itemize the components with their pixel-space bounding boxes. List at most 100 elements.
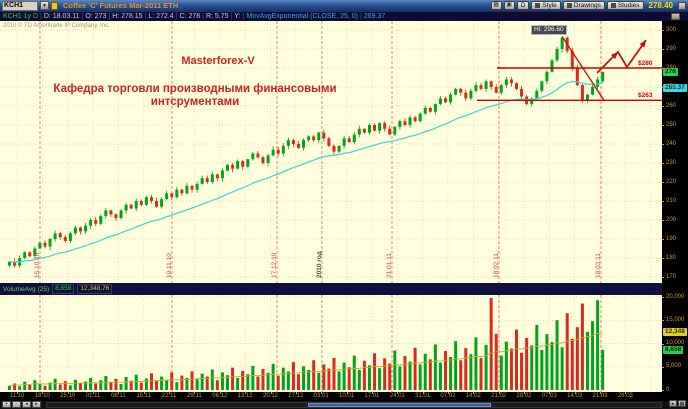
axis-tick <box>169 392 171 394</box>
chart-date-label: 17.12.10 <box>271 252 278 278</box>
axis-tick <box>371 392 373 394</box>
ohlc-field: C: 278 <box>179 13 201 20</box>
tile-windows-icon[interactable]: ▦ <box>490 1 502 10</box>
date-axis[interactable]: 11.10 18.10 25.10 01.11 08.11 15.11 22.11 29.11… <box>0 392 662 401</box>
volume-axis[interactable]: 12,348 8,658 20,000 15,000 10,000 5,000 0 <box>662 294 688 393</box>
separator: | <box>108 13 111 20</box>
volume-tick-label: 10,000 <box>666 340 685 346</box>
axis-tick <box>321 392 323 394</box>
separator: | <box>202 13 204 20</box>
high-price-label: Hi: 296.60 <box>531 25 567 35</box>
ohlc-field: MovAvgExponential (CLOSE, 25, 0) <box>246 13 358 20</box>
ohlc-field: 269.37 <box>363 13 386 20</box>
price-tick-label: 170 <box>666 273 677 280</box>
axis-tick <box>625 392 627 394</box>
style-button[interactable]: Style <box>531 1 561 10</box>
chart-titlebar: ▼ Coffee 'C' Futures Mar-2011 ETH ▦ ▣ D … <box>0 0 688 11</box>
timeframe-button[interactable]: D <box>516 1 530 10</box>
date-tick-label: 28.03 <box>617 393 633 399</box>
style-label: Style <box>542 2 557 9</box>
separator: | <box>81 13 84 20</box>
pencil-icon <box>566 3 572 8</box>
pan-left-button[interactable]: ◂ <box>22 401 31 408</box>
axis-tick <box>662 68 664 69</box>
axis-tick <box>574 392 576 394</box>
price-axis[interactable]: 278 269.37 300 290 280 270 260 250 240 230 220 21… <box>662 21 688 283</box>
expand-corner-icon[interactable]: ▸ <box>669 400 677 407</box>
grid-corner-icon[interactable]: ▦ <box>678 400 686 407</box>
volume-average-chip: 12,348.76 <box>77 284 113 294</box>
axis-tick <box>600 392 602 394</box>
separator: | <box>40 13 42 20</box>
ohlc-field: D: 18.03.11 <box>43 13 80 20</box>
ohlc-field: H: 278.15 <box>112 13 143 20</box>
studies-label: Studies <box>617 2 640 9</box>
copyright-watermark: 2010 © TD Ameritrade IP Company, Inc. <box>3 23 110 29</box>
pan-right-button[interactable]: ▸ <box>32 401 41 408</box>
volume-chart[interactable] <box>0 295 662 392</box>
style-icon <box>535 3 541 8</box>
chart-date-label: 21.01.11 <box>386 253 393 278</box>
axis-tick <box>270 392 272 394</box>
axis-tick <box>118 392 120 394</box>
zoom-in-button[interactable]: + <box>2 401 11 408</box>
price-tick-label: 250 <box>666 121 677 128</box>
axis-tick <box>245 392 247 394</box>
chevron-down-icon[interactable]: ▼ <box>40 1 49 10</box>
date-tick-label: 28.02 <box>516 393 532 399</box>
annotation-dept-line1: Кафедра торговли производными финансовым… <box>53 83 337 95</box>
symbol-input[interactable] <box>2 0 38 11</box>
axis-tick <box>295 392 297 394</box>
window-corner-icon[interactable] <box>678 1 686 10</box>
note-icon[interactable] <box>51 1 58 10</box>
level-price-label: $280 <box>638 60 653 67</box>
databar-items: KCH1 1y D | D: 18.03.11 | O: 273 | H: 278.15 | L… <box>3 13 385 20</box>
ohlc-field: KCH1 1y D <box>3 13 39 20</box>
date-tick-label: 29.11 <box>187 393 202 399</box>
axis-tick <box>143 392 145 394</box>
date-tick-label: 08.11 <box>111 393 126 399</box>
price-tick-label: 260 <box>666 102 677 109</box>
volume-study-label: VolumeAvg (25) <box>3 285 50 293</box>
ohlc-field: R: 5.75 <box>205 13 229 20</box>
date-tick-label: 07.03 <box>541 393 557 399</box>
zoom-out-button[interactable]: − <box>12 401 21 408</box>
axis-tick <box>42 392 44 394</box>
drawings-label: Drawings <box>573 2 601 9</box>
scrollbar-track[interactable] <box>46 402 662 408</box>
price-tick-label: 230 <box>666 159 677 166</box>
date-tick-label: 25.10 <box>60 393 76 399</box>
date-tick-label: 15.11 <box>136 393 152 399</box>
axis-tick <box>346 392 348 394</box>
axis-tick <box>219 392 221 394</box>
axis-tick <box>498 392 500 394</box>
level-price-label: $263 <box>638 92 653 100</box>
ohlc-databar: KCH1 1y D | D: 18.03.11 | O: 273 | H: 278.15 | L… <box>0 11 688 21</box>
axis-tick <box>397 392 399 394</box>
axis-tick <box>662 201 664 202</box>
axis-tick <box>662 343 664 345</box>
axis-tick <box>662 106 664 107</box>
annotation-masterforex: Masterforex-V <box>181 55 255 67</box>
date-tick-label: 27.12 <box>288 393 304 399</box>
drawings-button[interactable]: Drawings <box>562 1 605 10</box>
date-tick-label: 11.10 <box>9 393 25 399</box>
scrollbar-thumb[interactable] <box>308 403 491 407</box>
date-tick-label: 01.11 <box>85 393 101 399</box>
price-tick-label: 200 <box>666 216 677 223</box>
axis-tick <box>662 87 664 88</box>
date-tick-label: 03.01 <box>313 393 329 399</box>
axis-tick <box>422 392 424 394</box>
axis-tick <box>662 125 664 126</box>
separator: | <box>144 13 147 20</box>
axis-tick <box>194 392 196 394</box>
studies-button[interactable]: Studies <box>606 1 644 10</box>
main-chart[interactable]: 2010 © TD Ameritrade IP Company, Inc. Ma… <box>0 21 662 283</box>
ohlc-field: Y: <box>234 13 241 20</box>
price-tick-label: 190 <box>666 235 677 242</box>
bottom-toolbar: + − ◂ ▸ <box>0 401 688 409</box>
detach-panel-icon[interactable]: ▣ <box>503 1 515 10</box>
panel-maximize-icon[interactable] <box>671 13 680 20</box>
axis-tick <box>662 366 664 368</box>
